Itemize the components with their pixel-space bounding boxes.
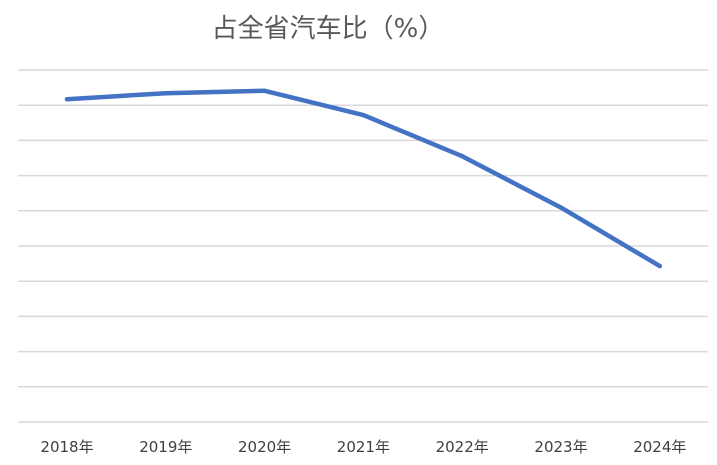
x-tick-label: 2018年	[40, 438, 93, 456]
x-axis: 2018年 2019年 2020年 2021年 2022年 2023年 2024年	[40, 438, 686, 456]
x-tick-label: 2021年	[337, 438, 390, 456]
data-point	[460, 154, 465, 159]
chart-title: 占全省汽车比（%）	[212, 14, 445, 44]
x-tick-label: 2024年	[633, 438, 686, 456]
data-point	[163, 91, 168, 96]
data-point	[657, 263, 662, 269]
data-point	[558, 205, 564, 210]
x-tick-label: 2019年	[139, 438, 192, 456]
gridlines	[18, 69, 708, 423]
data-point	[361, 112, 366, 118]
series-layer	[64, 88, 663, 269]
x-tick-label: 2023年	[534, 438, 587, 456]
x-tick-label: 2022年	[436, 438, 489, 456]
data-point	[64, 97, 70, 102]
x-tick-label: 2020年	[238, 438, 291, 456]
data-point	[262, 88, 267, 93]
